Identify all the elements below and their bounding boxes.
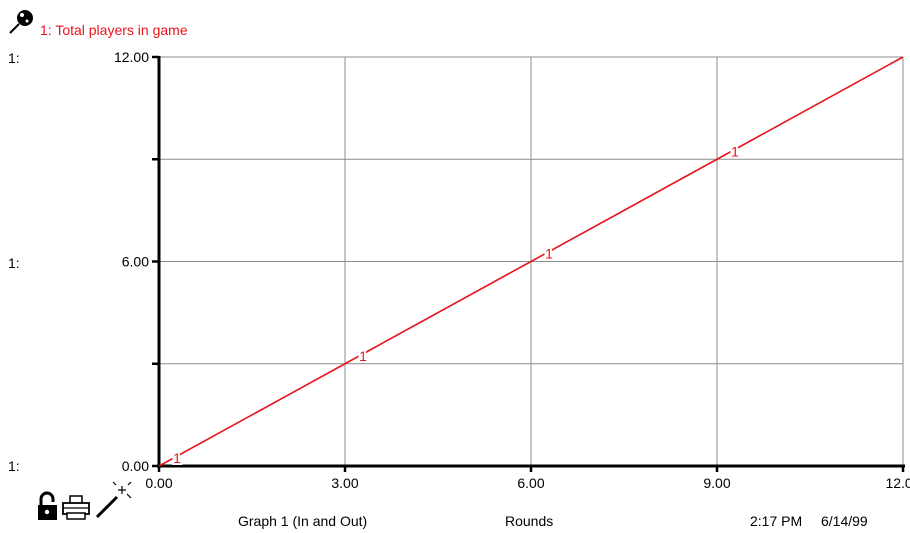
series-marker-label: 1	[545, 246, 553, 262]
footer-time: 2:17 PM	[750, 513, 802, 529]
y-tick-labels: 0.00 6.00 12.00	[114, 49, 149, 474]
y-tick-label: 0.00	[122, 458, 149, 474]
x-tick-label: 3.00	[331, 475, 358, 491]
pin-icon[interactable]	[9, 10, 33, 34]
footer-date: 6/14/99	[821, 513, 868, 529]
x-tick-label: 9.00	[703, 475, 730, 491]
printer-icon[interactable]	[62, 495, 90, 520]
x-axis-label: Rounds	[505, 513, 553, 529]
y-axis-series-tag-bottom: 1:	[8, 458, 20, 474]
x-tick-labels: 0.00 3.00 6.00 9.00 12.00	[145, 475, 910, 491]
tick-marks	[152, 55, 905, 472]
x-tick-label: 0.00	[145, 475, 172, 491]
x-tick-label: 12.00	[885, 475, 910, 491]
x-tick-label: 6.00	[517, 475, 544, 491]
graph-title: Graph 1 (In and Out)	[238, 513, 367, 529]
series-marker-label: 1	[173, 450, 181, 466]
y-axis-series-tag-middle: 1:	[8, 255, 20, 271]
legend-entry-label: 1: Total players in game	[40, 22, 188, 38]
series-layer: 1 1 1 1	[158, 56, 904, 468]
series-line	[158, 56, 904, 467]
y-axis-series-tag-top: 1:	[8, 50, 20, 66]
lock-icon[interactable]	[38, 491, 57, 520]
y-tick-label: 12.00	[114, 49, 149, 65]
series-marker-label: 1	[731, 143, 739, 159]
magic-wand-icon[interactable]	[95, 481, 132, 519]
y-tick-label: 6.00	[122, 254, 149, 270]
series-marker-label: 1	[359, 348, 367, 364]
